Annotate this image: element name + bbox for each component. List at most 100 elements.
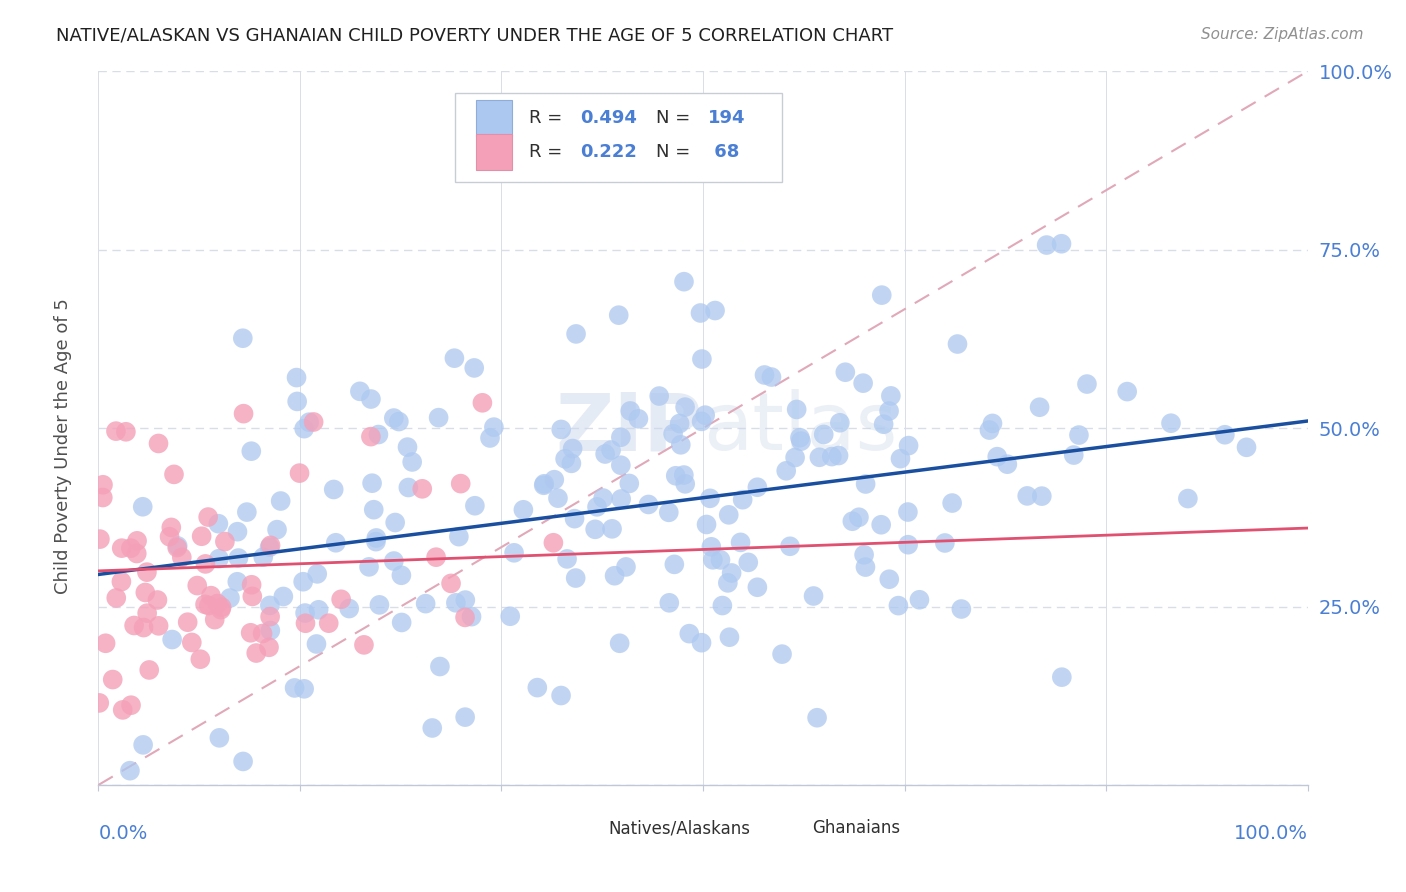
Point — [259, 599, 281, 613]
Point — [512, 503, 534, 517]
Text: 0.494: 0.494 — [579, 109, 637, 127]
Point — [672, 275, 695, 289]
Point — [259, 540, 281, 554]
Point — [228, 551, 250, 566]
Point — [785, 450, 807, 465]
Point — [411, 482, 433, 496]
Point — [786, 402, 808, 417]
Point — [720, 566, 742, 580]
Point — [111, 541, 134, 556]
FancyBboxPatch shape — [475, 134, 512, 169]
Point — [690, 414, 713, 428]
Point — [89, 696, 111, 710]
Point — [673, 476, 696, 491]
Point — [382, 554, 405, 568]
Point — [834, 365, 856, 379]
Point — [550, 422, 572, 436]
Point — [610, 430, 633, 444]
Point — [322, 483, 344, 497]
Point — [292, 422, 315, 436]
Text: atlas: atlas — [703, 389, 897, 467]
Point — [288, 466, 311, 480]
Point — [132, 738, 155, 752]
Point — [533, 476, 555, 491]
Point — [270, 494, 292, 508]
Point — [364, 534, 387, 549]
Point — [668, 417, 690, 431]
Point — [122, 618, 145, 632]
Point — [366, 531, 388, 545]
Point — [110, 574, 132, 589]
Point — [813, 427, 835, 442]
Point — [454, 610, 477, 624]
Point — [160, 520, 183, 534]
Point — [132, 621, 155, 635]
Point — [94, 636, 117, 650]
Point — [208, 551, 231, 566]
Point — [298, 415, 321, 429]
Point — [554, 451, 576, 466]
Point — [779, 539, 801, 553]
Point — [396, 440, 419, 454]
Point — [887, 599, 910, 613]
Point — [695, 408, 717, 422]
Point — [204, 613, 226, 627]
Point — [730, 535, 752, 549]
Text: Source: ZipAtlas.com: Source: ZipAtlas.com — [1201, 27, 1364, 42]
Point — [360, 392, 382, 406]
Point — [986, 450, 1008, 464]
Point — [471, 396, 494, 410]
Text: 68: 68 — [707, 143, 740, 161]
Point — [125, 533, 148, 548]
Point — [718, 630, 741, 644]
Point — [111, 703, 134, 717]
Point — [607, 308, 630, 322]
Point — [560, 456, 582, 470]
Point — [877, 572, 900, 586]
Point — [658, 596, 681, 610]
Point — [245, 646, 267, 660]
Point — [1017, 489, 1039, 503]
Point — [259, 609, 281, 624]
Point — [240, 590, 263, 604]
Point — [852, 376, 875, 391]
Point — [120, 698, 142, 713]
Point — [252, 626, 274, 640]
Point — [232, 407, 254, 421]
Point — [415, 597, 437, 611]
Point — [104, 424, 127, 438]
Point — [382, 411, 405, 425]
Point — [443, 351, 465, 366]
Point — [610, 458, 633, 473]
Point — [118, 764, 141, 778]
Point — [259, 624, 281, 638]
Point — [648, 389, 671, 403]
Text: 100.0%: 100.0% — [1233, 824, 1308, 843]
Point — [146, 593, 169, 607]
Point — [170, 550, 193, 565]
Point — [908, 592, 931, 607]
Point — [125, 547, 148, 561]
Point — [1050, 236, 1073, 251]
Point — [294, 616, 316, 631]
Point — [209, 602, 232, 616]
Point — [789, 431, 811, 445]
Point — [198, 599, 221, 613]
Text: 0.222: 0.222 — [579, 143, 637, 161]
Point — [1213, 427, 1236, 442]
Point — [1160, 416, 1182, 430]
Point — [425, 550, 447, 565]
Point — [252, 550, 274, 565]
Point — [239, 625, 262, 640]
Point — [134, 585, 156, 599]
Point — [207, 516, 229, 531]
Point — [136, 565, 159, 579]
Point — [232, 755, 254, 769]
Point — [1031, 489, 1053, 503]
Point — [717, 575, 740, 590]
Point — [188, 652, 211, 666]
Point — [194, 557, 217, 571]
Point — [555, 552, 578, 566]
Point — [368, 598, 391, 612]
Point — [709, 553, 731, 567]
